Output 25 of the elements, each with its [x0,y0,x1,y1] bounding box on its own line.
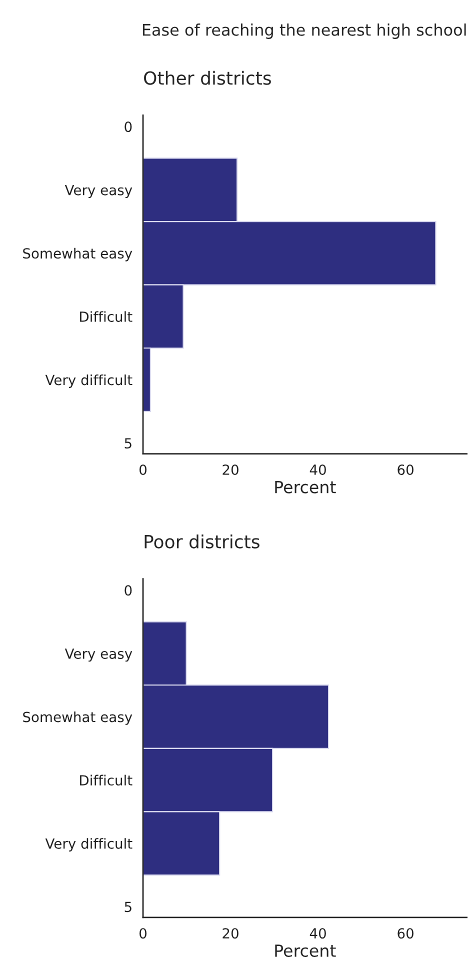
x-tick-label: 40 [310,464,326,476]
y-tick-label: Somewhat easy [23,711,132,725]
y-tick-label: Very easy [64,648,132,662]
chart-title: Ease of reaching the nearest high school [142,24,466,39]
y-tick-label: Very difficult [45,374,132,388]
x-tick-label: 60 [398,928,414,939]
x-tick-label: 0 [140,928,147,939]
x-tick-label: 0 [140,464,147,476]
y-tick-label: Difficult [80,774,132,786]
y-tick-label: 5 [124,438,132,449]
y-tick-label: Difficult [80,311,132,322]
chart-subtitle: Other districts [144,70,271,85]
chart-subtitle: Poor districts [144,534,260,548]
x-axis-title: Percent [275,480,336,494]
y-tick-label: 0 [124,585,132,596]
y-tick-label: 5 [124,902,132,912]
x-tick-label: 60 [398,464,414,476]
x-axis-title: Percent [275,944,336,957]
y-tick-label: Somewhat easy [23,248,132,262]
y-tick-label: 0 [124,122,132,132]
x-tick-label: 20 [222,928,238,939]
x-tick-label: 20 [222,464,238,476]
y-tick-label: Very difficult [45,838,132,852]
y-tick-label: Very easy [64,185,132,198]
x-tick-label: 40 [310,928,326,939]
